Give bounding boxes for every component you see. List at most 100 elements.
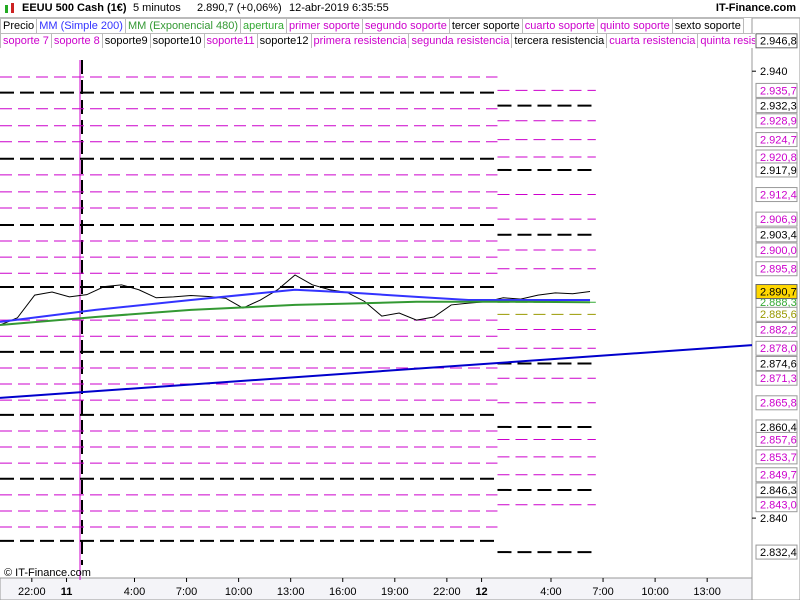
y-tick-label: 2.940 (760, 66, 788, 78)
level-label-box (755, 162, 798, 178)
level-label: 2.917,9 (760, 165, 797, 177)
level-label-box (755, 113, 798, 129)
legend-entry: cuarta resistencia (606, 33, 699, 48)
plot-area (0, 18, 752, 578)
x-tick-label: 22:00 (433, 586, 461, 598)
level-label: 2.846,3 (760, 485, 797, 497)
x-tick-label: 4:00 (124, 586, 145, 598)
legend-entry: quinto soporte (597, 18, 673, 33)
quote: 2.890,7 (+0,06%) (197, 2, 282, 14)
level-label: 2.874,6 (760, 358, 797, 370)
time-axis (0, 577, 753, 600)
level-label: 2.860,4 (760, 422, 797, 434)
legend-entry: apertura (240, 18, 287, 33)
level-label-box (755, 242, 798, 258)
level-label: 2.903,4 (760, 230, 797, 242)
level-label: 2.878,0 (760, 343, 797, 355)
level-label: 2.885,6 (760, 309, 797, 321)
x-tick-label: 13:00 (277, 586, 305, 598)
title: EEUU 500 Cash (1€) (22, 2, 127, 14)
level-label-box (755, 82, 798, 98)
level-label: 2.888,3 (760, 297, 797, 309)
level-label: 2.932,3 (760, 101, 797, 113)
level-label-box (755, 98, 798, 114)
level-label-box (755, 395, 798, 411)
level-label-box (755, 544, 798, 560)
x-tick-label: 10:00 (225, 586, 253, 598)
y-tick-label: 2.840 (760, 513, 788, 525)
level-label: 2.895,8 (760, 264, 797, 276)
level-label-box (755, 227, 798, 243)
level-label-box (755, 211, 798, 227)
x-tick-label: 10:00 (641, 586, 669, 598)
level-label: 2.843,0 (760, 500, 797, 512)
level-label: 2.865,8 (760, 398, 797, 410)
x-tick-label: 4:00 (540, 586, 561, 598)
legend-entry: segundo soporte (361, 18, 450, 33)
level-label: 2.935,7 (760, 85, 797, 97)
level-label-box (755, 322, 798, 338)
marker-label: 2.890,7 (760, 286, 797, 298)
series-line (0, 300, 591, 327)
legend-entry: quinta resistencia (697, 33, 755, 48)
level-label: 2.928,9 (760, 116, 797, 128)
header: EEUU 500 Cash (1€) 5 minutos 2.890,7 (+0… (0, 0, 800, 18)
level-label: 2.849,7 (760, 470, 797, 482)
level-label: 2.900,0 (760, 245, 797, 257)
datetime: 12-abr-2019 6:35:55 (289, 2, 389, 14)
legend: Precio MM (Simple 200) MM (Exponencial 480… (0, 18, 755, 33)
level-label: 2.857,6 (760, 434, 797, 446)
legend-entry: soporte10 (149, 33, 205, 48)
x-tick-label: 11 (61, 586, 73, 598)
level-label-box (755, 431, 798, 447)
legend-entry: soporte9 (101, 33, 151, 48)
legend-entry: soporte 7 (0, 33, 52, 48)
legend-entry: soporte11 (203, 33, 258, 48)
level-label: 2.853,7 (760, 452, 797, 464)
x-tick-label: 12 (475, 586, 487, 598)
level-label: 2.924,7 (760, 134, 797, 146)
level-label-box (755, 497, 798, 513)
x-tick-label: 13:00 (693, 586, 721, 598)
marker-label-box (755, 33, 798, 49)
legend-entry: tercer soporte (448, 18, 523, 33)
level-label-box (755, 261, 798, 277)
interval: 5 minutos (133, 2, 181, 14)
level-label-box (755, 306, 798, 322)
copyright: © IT-Finance.com (4, 567, 91, 579)
legend-entry: tercera resistencia (511, 33, 608, 48)
x-tick-label: 16:00 (329, 586, 357, 598)
x-tick-label: 19:00 (381, 586, 409, 598)
level-label: 2.871,3 (760, 373, 797, 385)
marker-label: 2.946,8 (760, 36, 797, 48)
legend-entry: primera resistencia (310, 33, 410, 48)
level-label-box (755, 370, 798, 386)
level-label-box (755, 355, 798, 371)
level-label-box (755, 467, 798, 483)
level-label-box (755, 449, 798, 465)
level-label: 2.906,9 (760, 214, 797, 226)
legend-entry: MM (Simple 200) (36, 18, 126, 33)
x-tick-label: 7:00 (592, 586, 613, 598)
level-label-box (755, 187, 798, 203)
legend-entry: soporte 8 (50, 33, 103, 48)
level-label-box (755, 482, 798, 498)
level-label: 2.920,8 (760, 152, 797, 164)
legend-entry: sexto soporte (671, 18, 744, 33)
legend-entry: MM (Exponencial 480) (124, 18, 241, 33)
x-tick-label: 22:00 (18, 586, 46, 598)
level-label: 2.882,2 (760, 324, 797, 336)
marker-label-box (755, 284, 798, 300)
level-label-box (755, 132, 798, 148)
level-label: 2.912,4 (760, 189, 797, 201)
x-tick-label: 7:00 (176, 586, 197, 598)
legend-entry: segunda resistencia (408, 33, 513, 48)
level-label: 2.832,4 (760, 547, 797, 559)
brand: IT-Finance.com (715, 2, 796, 14)
legend-entry: primer soporte (285, 18, 363, 33)
legend: soporte 7 soporte 8 soporte9 soporte10 sopor… (0, 33, 755, 48)
legend-entry: cuarto soporte (521, 18, 599, 33)
level-label-box (755, 340, 798, 356)
